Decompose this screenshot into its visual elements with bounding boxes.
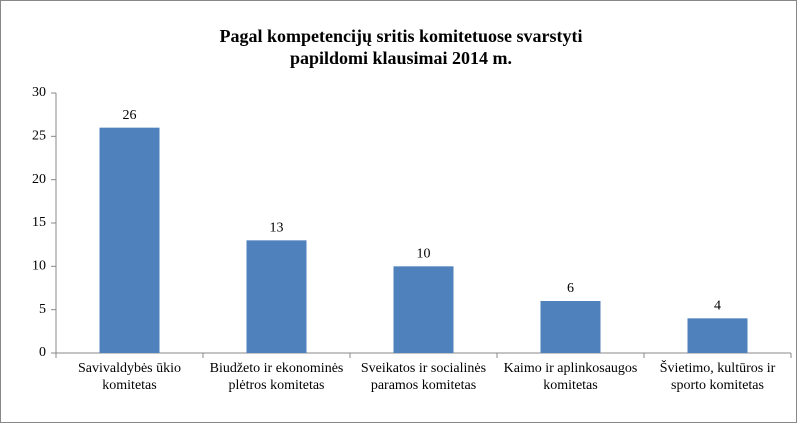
y-tick-label: 5 — [39, 302, 46, 317]
bar — [99, 127, 160, 354]
x-tick-label: Kaimo ir aplinkosaugos komitetas — [503, 361, 638, 393]
data-label: 26 — [123, 108, 137, 123]
data-label: 10 — [417, 247, 431, 262]
y-tick-label: 20 — [32, 172, 46, 187]
y-tick-label: 10 — [32, 259, 46, 274]
chart-title: Pagal kompetencijų sritis komitetuose sv… — [219, 26, 583, 68]
bar — [246, 240, 307, 353]
y-tick-label: 0 — [39, 345, 46, 360]
data-label: 13 — [270, 221, 284, 236]
data-label: 6 — [567, 281, 574, 296]
y-tick-label: 25 — [32, 129, 46, 144]
bar — [687, 318, 748, 353]
bar — [393, 266, 454, 353]
y-tick-label: 30 — [32, 85, 46, 100]
x-tick-label: Biudžeto ir ekonominės plėtros komitetas — [209, 361, 344, 393]
y-tick-label: 15 — [32, 215, 46, 230]
bar — [540, 301, 601, 353]
x-tick-label: Savivaldybės ūkio komitetas — [77, 361, 182, 393]
x-tick-label: Švietimo, kultūros ir sporto komitetas — [659, 361, 776, 393]
x-tick-label: Sveikatos ir socialinės paramos komiteta… — [360, 361, 487, 393]
data-label: 4 — [714, 299, 721, 314]
